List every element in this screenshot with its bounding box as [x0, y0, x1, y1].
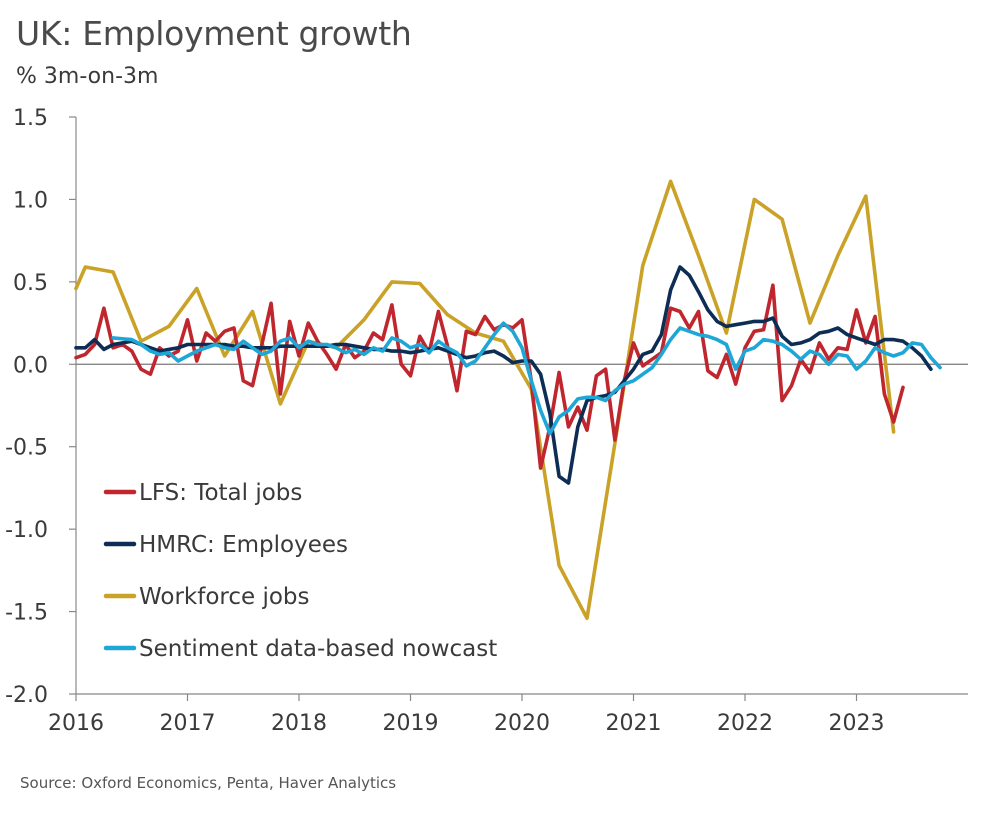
legend-label: HMRC: Employees: [139, 532, 348, 558]
chart-subtitle: % 3m-on-3m: [16, 64, 159, 89]
y-tick-label: -2.0: [5, 683, 48, 708]
x-tick-label: 2019: [383, 711, 439, 736]
x-tick-label: 2021: [606, 711, 662, 736]
y-tick-label: 1.5: [13, 106, 48, 131]
chart-title: UK: Employment growth: [16, 14, 412, 53]
x-tick-label: 2022: [717, 711, 773, 736]
series-lines: [74, 179, 942, 620]
legend-label: LFS: Total jobs: [139, 480, 302, 506]
x-tick-label: 2020: [494, 711, 550, 736]
y-tick-label: -1.0: [5, 518, 48, 543]
y-tick-label: 0.0: [13, 353, 48, 378]
x-tick-label: 2017: [160, 711, 216, 736]
series-line-lfs-total-jobs: [74, 283, 905, 470]
series-line-sentiment-data-based-nowcast: [111, 321, 942, 436]
x-tick-label: 2018: [271, 711, 327, 736]
y-tick-label: 0.5: [13, 271, 48, 296]
legend-label: Workforce jobs: [139, 584, 310, 610]
source-note: Source: Oxford Economics, Penta, Haver A…: [20, 774, 397, 792]
y-tick-label: 1.0: [13, 188, 48, 213]
y-tick-label: -1.5: [5, 601, 48, 626]
y-tick-label: -0.5: [5, 436, 48, 461]
legend: LFS: Total jobs HMRC: Employees Workforce …: [103, 480, 497, 662]
x-tick-label: 2016: [48, 711, 104, 736]
x-tick-label: 2023: [829, 711, 885, 736]
legend-label: Sentiment data-based nowcast: [139, 636, 497, 662]
